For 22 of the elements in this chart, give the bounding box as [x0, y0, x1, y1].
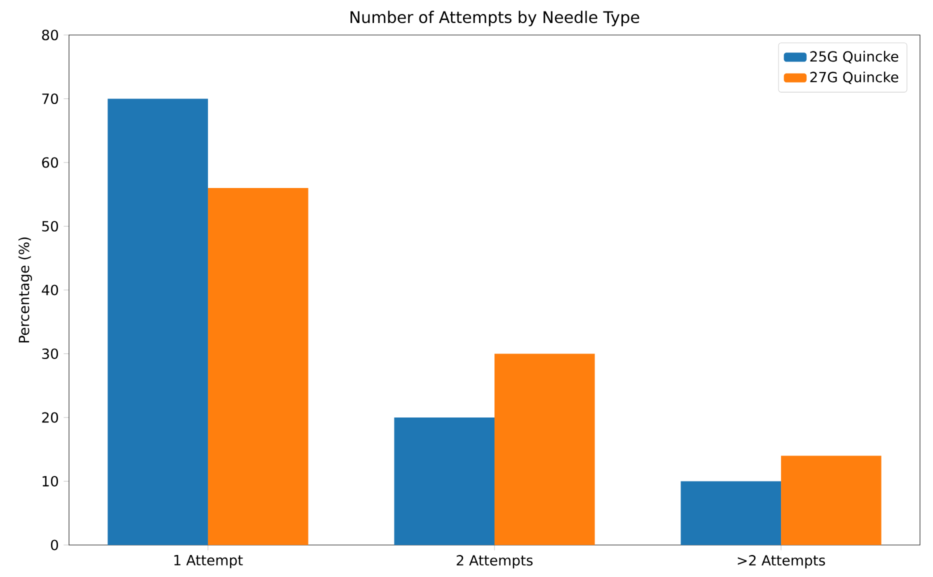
- x-tick-label: >2 Attempts: [738, 555, 826, 568]
- y-tick-label: 30: [42, 348, 58, 360]
- legend-label: 25G Quincke: [810, 50, 898, 64]
- bar: [108, 98, 208, 545]
- y-tick-label: 10: [42, 476, 58, 487]
- x-tick-label: 1 Attempt: [174, 555, 243, 568]
- bar: [781, 456, 882, 545]
- bar: [680, 481, 782, 545]
- bar: [494, 354, 595, 545]
- y-tick-label: 20: [42, 412, 58, 423]
- bar: [208, 188, 308, 545]
- y-tick-label: 70: [42, 93, 58, 104]
- y-tick-label: 50: [42, 220, 58, 232]
- bar: [394, 417, 494, 545]
- chart-title: Number of Attempts by Needle Type: [350, 10, 640, 26]
- y-tick-label: 60: [42, 157, 58, 168]
- legend-label: 27G Quincke: [810, 72, 898, 84]
- y-tick-label: 0: [50, 540, 58, 550]
- y-tick-label: 80: [42, 30, 58, 40]
- y-tick-label: 40: [42, 284, 58, 296]
- y-axis-title: Percentage (%): [18, 237, 32, 342]
- x-tick-label: 2 Attempts: [456, 555, 533, 568]
